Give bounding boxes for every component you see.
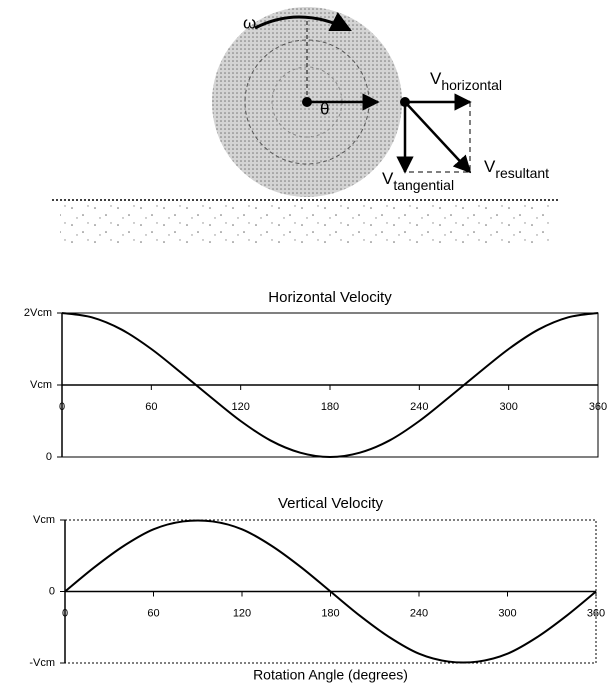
tangential-label: Vtangential — [382, 169, 454, 192]
label-main: V — [430, 69, 442, 88]
ground-texture — [60, 203, 550, 248]
x-tick-label: 60 — [147, 607, 159, 619]
chart-title: Horizontal Velocity — [268, 289, 392, 306]
x-tick-label: 360 — [589, 401, 607, 413]
y-tick-label: 0 — [49, 585, 55, 597]
x-tick-label: 240 — [410, 401, 428, 413]
x-tick-label: 360 — [587, 607, 605, 619]
x-tick-label: 0 — [62, 607, 68, 619]
label-sub: horizontal — [441, 77, 502, 93]
resultant-label: Vresultant — [484, 157, 549, 180]
chart-title: Vertical Velocity — [278, 495, 384, 512]
figure: ω θ Vhorizontal Vtangential Vresultant H… — [0, 0, 608, 685]
x-tick-label: 180 — [321, 607, 339, 619]
label-main: V — [484, 157, 496, 176]
y-tick-label: 0 — [46, 451, 52, 463]
wheel-diagram: ω θ Vhorizontal Vtangential Vresultant — [52, 7, 560, 248]
resultant-arrow — [405, 102, 470, 172]
x-tick-label: 120 — [233, 607, 251, 619]
y-tick-label: Vcm — [30, 379, 52, 391]
y-tick-label: Vcm — [33, 514, 55, 526]
x-tick-label: 240 — [410, 607, 428, 619]
x-axis-label: Rotation Angle (degrees) — [253, 667, 408, 683]
x-tick-label: 120 — [231, 401, 249, 413]
y-tick-label: 2Vcm — [24, 307, 52, 319]
x-tick-label: 60 — [145, 401, 157, 413]
omega-label: ω — [243, 13, 256, 32]
x-tick-label: 300 — [499, 401, 517, 413]
label-main: V — [382, 169, 394, 188]
horizontal-label: Vhorizontal — [430, 69, 502, 92]
x-tick-label: 0 — [59, 401, 65, 413]
label-sub: tangential — [393, 177, 454, 193]
y-tick-label: -Vcm — [29, 657, 55, 669]
label-sub: resultant — [495, 165, 549, 181]
x-tick-label: 180 — [321, 401, 339, 413]
x-tick-label: 300 — [498, 607, 516, 619]
